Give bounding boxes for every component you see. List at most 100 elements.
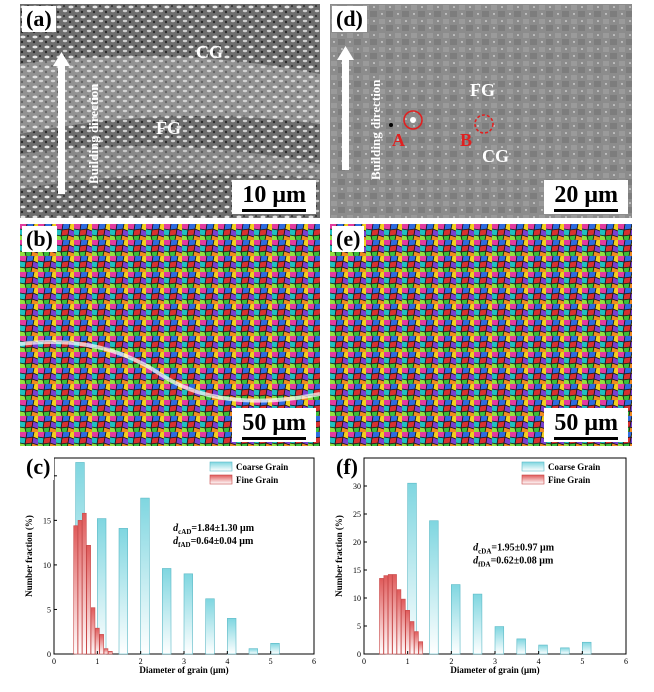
- scale-bar-line-d: [554, 209, 618, 212]
- fine-grain-bar: [396, 589, 402, 655]
- coarse-grain-bar: [472, 593, 483, 655]
- annotation-fine-diameter: dfAD=0.64±0.04 μm: [173, 536, 254, 549]
- fine-grain-bar: [95, 627, 100, 655]
- x-tick-label: 3: [182, 657, 186, 666]
- fine-grain-bar: [418, 641, 424, 655]
- fine-grain-bar: [383, 575, 389, 655]
- y-tick-label: 10: [43, 561, 51, 570]
- region-label-fg-d: FG: [470, 80, 495, 100]
- x-tick-label: 4: [225, 657, 229, 666]
- panel-label-b: (b): [22, 226, 57, 252]
- coarse-grain-bar: [538, 644, 548, 655]
- fine-grain-bar: [99, 634, 104, 655]
- y-axis-label: Number fraction (%): [24, 515, 34, 597]
- panel-c-histogram: 012345605101520Diameter of grain (μm)Num…: [20, 452, 320, 687]
- fine-grain-bar: [409, 621, 415, 655]
- scale-bar-text-e: 50 μm: [554, 410, 618, 436]
- annotation-coarse-diameter: dcDA=1.95±0.97 μm: [473, 542, 555, 555]
- fine-grain-bar: [392, 574, 397, 655]
- scale-bar-a: 10 μm: [232, 180, 316, 214]
- marker-circle-b: [474, 114, 494, 134]
- coarse-grain-bar: [270, 643, 280, 655]
- coarse-grain-bar: [140, 497, 150, 655]
- fine-grain-bar: [86, 545, 91, 655]
- x-tick-label: 5: [269, 657, 273, 666]
- fine-grain-bar: [387, 574, 393, 655]
- region-label-cg-d: CG: [482, 146, 509, 166]
- annotation-fine-diameter: dfDA=0.62±0.08 μm: [473, 555, 554, 568]
- fine-grain-bar: [103, 648, 109, 655]
- fine-grain-bar: [90, 607, 96, 655]
- fine-grain-bar: [77, 520, 83, 655]
- marker-label-a: A: [392, 130, 405, 150]
- marker-circle-a: [403, 110, 423, 130]
- coarse-grain-bar: [118, 528, 128, 655]
- coarse-grain-bar: [582, 641, 592, 655]
- panel-f-histogram: 012345605101520253035Diameter of grain (…: [330, 452, 632, 687]
- marker-label-b: B: [460, 130, 473, 150]
- legend-label-fine: Fine Grain: [548, 475, 590, 485]
- scale-bar-e: 50 μm: [544, 408, 628, 442]
- fine-grain-bar: [82, 512, 87, 655]
- x-axis-label: Diameter of grain (μm): [139, 665, 228, 675]
- y-tick-label: 5: [47, 605, 51, 614]
- y-tick-label: 15: [353, 566, 361, 575]
- x-tick-label: 5: [580, 657, 584, 666]
- region-label-fg-a: FG: [156, 118, 181, 138]
- histogram-chart-f: 012345605101520253035Diameter of grain (…: [334, 454, 628, 675]
- scale-bar-d: 20 μm: [544, 180, 628, 214]
- x-tick-label: 1: [95, 657, 99, 666]
- y-tick-label: 0: [47, 650, 51, 659]
- panel-label-c: (c): [22, 454, 55, 480]
- legend-label-fine: Fine Grain: [236, 475, 278, 485]
- building-direction-label-d: Building direction: [368, 79, 383, 180]
- x-tick-label: 6: [312, 657, 316, 666]
- building-direction-label-a: Building direction: [86, 83, 101, 184]
- x-tick-label: 0: [362, 657, 366, 666]
- y-axis-label: Number fraction (%): [334, 515, 344, 597]
- scale-bar-text-d: 20 μm: [554, 182, 618, 208]
- region-label-cg-a: CG: [196, 42, 223, 62]
- coarse-grain-bar: [560, 647, 570, 655]
- panel-label-d: (d): [332, 6, 367, 32]
- panel-b-ebsd-map: (b) 50 μm: [20, 224, 320, 446]
- annotation-coarse-diameter: dcAD=1.84±1.30 μm: [173, 523, 255, 536]
- coarse-grain-bar: [429, 520, 439, 655]
- legend-swatch-coarse: [521, 461, 545, 472]
- panel-d-sem-image: (d) Building direction FG CG A B 20 μm: [330, 4, 632, 218]
- y-tick-label: 0: [357, 650, 361, 659]
- x-tick-label: 2: [139, 657, 143, 666]
- x-tick-label: 0: [52, 657, 56, 666]
- coarse-grain-bar: [183, 573, 193, 655]
- sem-micrograph-a: [20, 4, 320, 218]
- coarse-grain-bar: [451, 584, 461, 655]
- coarse-grain-bar: [205, 598, 215, 655]
- fine-grain-bar: [401, 598, 406, 655]
- x-tick-label: 3: [493, 657, 497, 666]
- panel-label-e: (e): [332, 226, 365, 252]
- fine-grain-bar: [414, 631, 419, 655]
- x-axis-label: Diameter of grain (μm): [450, 665, 539, 675]
- y-tick-label: 30: [353, 482, 361, 491]
- x-tick-label: 2: [449, 657, 453, 666]
- scale-bar-line-a: [242, 209, 306, 212]
- fine-grain-bar: [108, 651, 113, 655]
- panel-label-a: (a): [22, 6, 56, 32]
- histogram-chart-c: 012345605101520Diameter of grain (μm)Num…: [24, 457, 316, 675]
- panel-label-f: (f): [332, 454, 362, 480]
- coarse-grain-bar: [162, 568, 172, 655]
- legend-swatch-fine: [521, 474, 545, 485]
- y-tick-label: 20: [353, 538, 361, 547]
- fine-grain-bar: [405, 610, 410, 655]
- y-tick-label: 10: [353, 594, 361, 603]
- legend-swatch-fine: [209, 474, 233, 485]
- coarse-grain-bar: [494, 626, 505, 655]
- coarse-grain-bar: [248, 648, 258, 655]
- scale-bar-text-b: 50 μm: [242, 410, 306, 436]
- y-tick-label: 25: [353, 510, 361, 519]
- legend-swatch-coarse: [209, 461, 233, 472]
- scale-bar-line-b: [242, 437, 306, 440]
- panel-a-sem-image: (a) Building direction CG FG 10 μm: [20, 4, 320, 218]
- x-tick-label: 4: [537, 657, 541, 666]
- x-tick-label: 1: [406, 657, 410, 666]
